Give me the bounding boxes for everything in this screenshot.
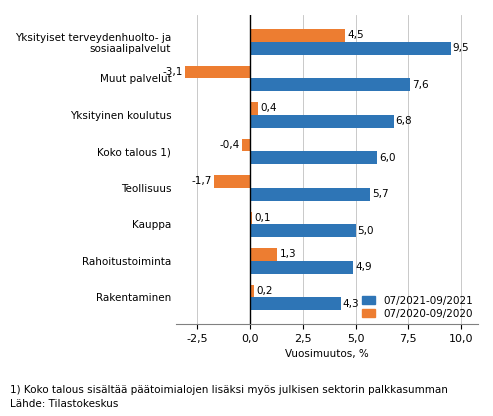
Text: -1,7: -1,7 <box>192 176 212 186</box>
Text: 5,0: 5,0 <box>357 226 374 236</box>
Bar <box>250 297 341 310</box>
Bar <box>242 139 250 151</box>
Legend: 07/2021-09/2021, 07/2020-09/2020: 07/2021-09/2021, 07/2020-09/2020 <box>362 296 473 319</box>
Text: 4,5: 4,5 <box>347 30 364 40</box>
Text: -3,1: -3,1 <box>162 67 182 77</box>
Text: 0,4: 0,4 <box>261 104 277 114</box>
Bar <box>250 115 393 128</box>
Text: 4,3: 4,3 <box>343 299 359 309</box>
Text: 6,8: 6,8 <box>396 116 412 126</box>
Bar <box>250 102 258 115</box>
Bar <box>250 29 345 42</box>
Bar <box>250 211 252 224</box>
Bar <box>250 285 254 297</box>
Text: Lähde: Tilastokeskus: Lähde: Tilastokeskus <box>10 399 118 409</box>
Bar <box>250 188 370 201</box>
Bar <box>250 78 411 91</box>
Bar <box>250 42 451 54</box>
Text: 6,0: 6,0 <box>379 153 395 163</box>
Text: 0,1: 0,1 <box>254 213 271 223</box>
Text: -0,4: -0,4 <box>219 140 240 150</box>
Text: 7,6: 7,6 <box>413 80 429 90</box>
Bar <box>250 224 355 237</box>
Bar <box>250 261 353 274</box>
Bar <box>250 248 278 261</box>
Text: 1) Koko talous sisältää päätoimialojen lisäksi myös julkisen sektorin palkkasumm: 1) Koko talous sisältää päätoimialojen l… <box>10 385 448 395</box>
Text: 1,3: 1,3 <box>280 250 296 260</box>
Bar <box>214 175 250 188</box>
X-axis label: Vuosimuutos, %: Vuosimuutos, % <box>285 349 369 359</box>
Bar <box>184 66 250 78</box>
Text: 4,9: 4,9 <box>355 262 372 272</box>
Bar <box>250 151 377 164</box>
Text: 5,7: 5,7 <box>372 189 389 199</box>
Text: 9,5: 9,5 <box>453 43 469 53</box>
Text: 0,2: 0,2 <box>256 286 273 296</box>
